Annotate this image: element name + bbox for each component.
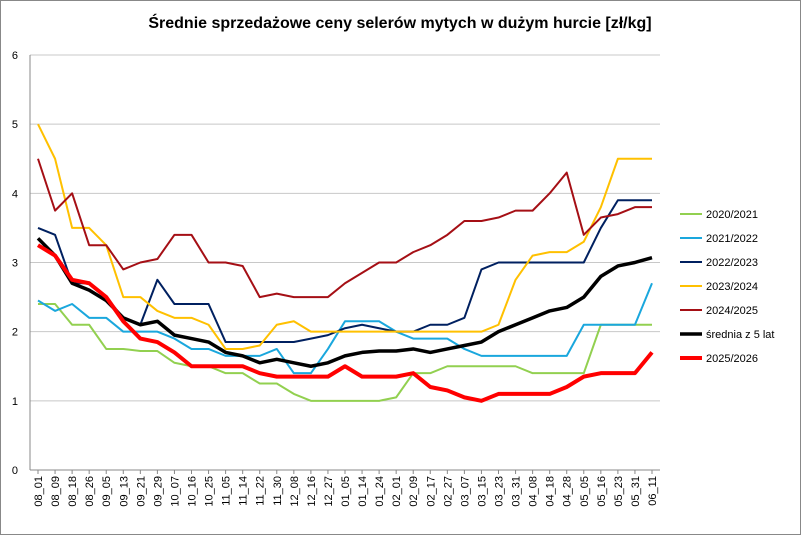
- legend-label: 2025/2026: [706, 353, 758, 365]
- x-tick-label: 03_23: [494, 476, 506, 507]
- x-tick-label: 11_30: [272, 476, 284, 506]
- x-tick-label: 12_08: [289, 476, 301, 507]
- x-tick-label: 08_18: [67, 476, 79, 507]
- series-line: [36, 237, 653, 368]
- y-tick-label: 1: [12, 396, 18, 408]
- x-tick-label: 10_25: [204, 476, 216, 507]
- x-tick-label: 01_14: [357, 476, 369, 507]
- x-tick-label: 04_08: [528, 476, 540, 507]
- series-line: [37, 158, 652, 299]
- x-tick-label: 04_18: [545, 476, 557, 507]
- x-tick-label: 11_14: [238, 476, 250, 506]
- x-tick-label: 09_29: [152, 476, 164, 507]
- y-tick-label: 2: [12, 327, 18, 339]
- x-tick-label: 08_01: [33, 476, 45, 507]
- x-tick-label: 12_27: [323, 476, 335, 507]
- x-tick-label: 12_16: [306, 476, 318, 507]
- series-line: [38, 303, 652, 402]
- legend-label: 2020/2021: [706, 209, 758, 221]
- x-tick-label: 10_16: [187, 476, 199, 507]
- x-tick-label: 02_27: [442, 476, 454, 507]
- legend-label: 2022/2023: [706, 257, 758, 269]
- x-tick-label: 06_11: [647, 476, 659, 506]
- x-tick-label: 01_24: [374, 476, 386, 507]
- x-tick-label: 03_07: [459, 476, 471, 507]
- x-tick-label: 05_23: [613, 476, 625, 507]
- y-tick-label: 4: [12, 188, 18, 200]
- series-line: [36, 243, 654, 403]
- legend-label: 2021/2022: [706, 233, 758, 245]
- x-tick-label: 05_16: [596, 476, 608, 507]
- legend-label: średnia z 5 lat: [706, 329, 774, 341]
- x-tick-label: 11_22: [255, 476, 267, 506]
- x-tick-label: 10_07: [169, 476, 181, 507]
- y-tick-label: 0: [12, 465, 18, 477]
- x-tick-label: 02_01: [391, 476, 403, 507]
- y-tick-label: 5: [12, 119, 18, 131]
- legend-label: 2023/2024: [706, 281, 758, 293]
- x-tick-label: 03_31: [511, 476, 523, 507]
- y-tick-label: 3: [12, 258, 18, 270]
- x-tick-label: 03_15: [476, 476, 488, 507]
- legend-label: 2024/2025: [706, 305, 758, 317]
- x-tick-label: 01_05: [340, 476, 352, 507]
- y-tick-label: 6: [12, 50, 18, 62]
- series-line: [37, 282, 653, 375]
- x-tick-label: 08_09: [50, 476, 62, 507]
- x-tick-label: 05_31: [630, 476, 642, 507]
- x-tick-label: 05_05: [579, 476, 591, 507]
- x-tick-label: 02_09: [408, 476, 420, 507]
- x-tick-label: 09_05: [101, 476, 113, 507]
- x-tick-label: 08_26: [84, 476, 96, 507]
- chart-title: Średnie sprzedażowe ceny selerów mytych …: [148, 13, 651, 32]
- x-tick-label: 09_21: [135, 476, 147, 507]
- x-tick-label: 02_17: [425, 476, 437, 507]
- x-tick-label: 11_05: [221, 476, 233, 506]
- x-tick-label: 09_13: [118, 476, 130, 507]
- x-tick-label: 04_28: [562, 476, 574, 507]
- series-line: [37, 123, 652, 350]
